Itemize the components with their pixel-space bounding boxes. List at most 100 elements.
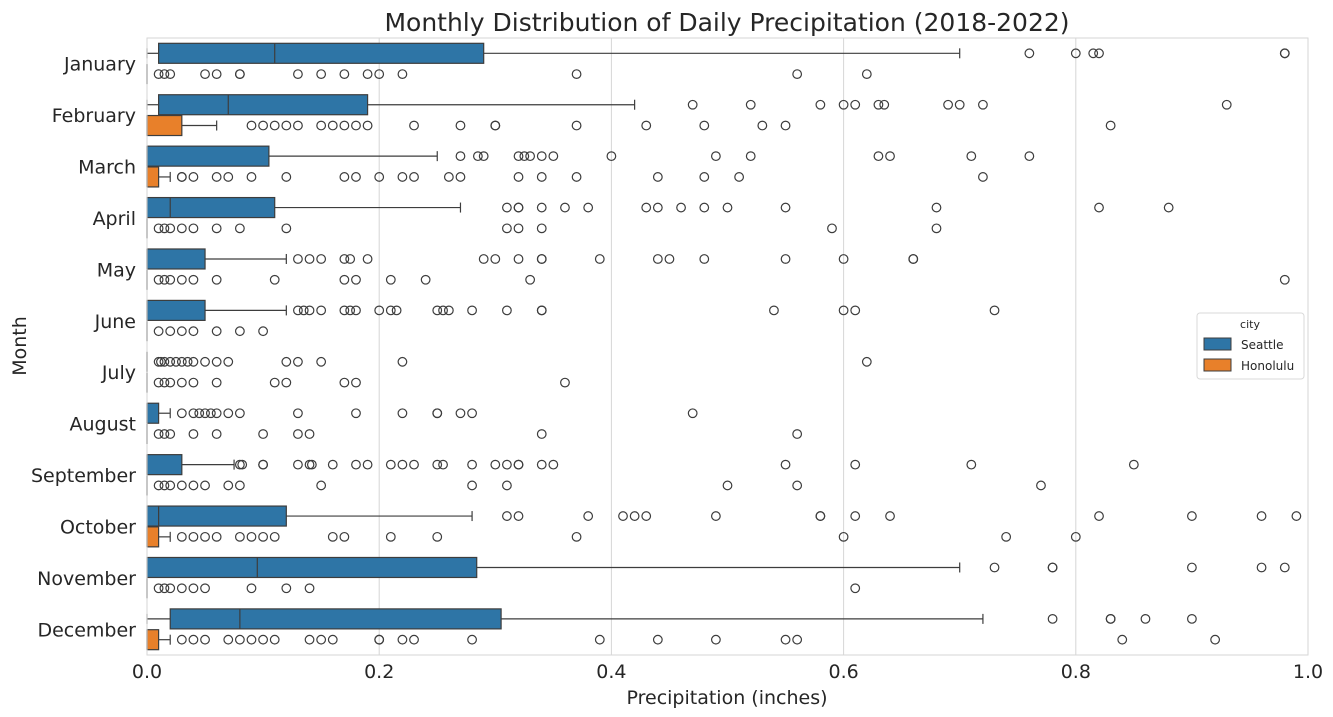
outlier-seattle-august-1 xyxy=(188,408,199,419)
outlier-seattle-march-12 xyxy=(885,151,895,162)
outlier-honolulu-december-10 xyxy=(327,634,338,645)
outlier-seattle-february-5 xyxy=(873,99,884,110)
outlier-honolulu-april-1 xyxy=(159,223,170,234)
outlier-honolulu-november-6 xyxy=(246,583,257,594)
outlier-honolulu-september-10 xyxy=(502,480,512,491)
outlier-honolulu-may-10 xyxy=(420,274,431,285)
outlier-honolulu-may-8 xyxy=(351,274,361,285)
outlier-seattle-october-10 xyxy=(885,511,895,521)
outlier-honolulu-july-0 xyxy=(153,377,164,388)
outlier-seattle-may-10 xyxy=(536,254,547,264)
outlier-honolulu-march-19 xyxy=(734,172,745,182)
outlier-honolulu-october-14 xyxy=(1001,531,1012,542)
outlier-honolulu-february-9 xyxy=(362,120,373,131)
outlier-seattle-june-6 xyxy=(351,305,361,316)
iqr-box xyxy=(158,42,485,64)
outlier-seattle-october-4 xyxy=(629,511,640,521)
outlier-honolulu-september-12 xyxy=(792,480,803,491)
outlier-honolulu-october-5 xyxy=(246,531,257,542)
outlier-honolulu-august-9 xyxy=(792,429,803,439)
outlier-seattle-march-10 xyxy=(745,151,756,162)
outlier-honolulu-march-15 xyxy=(536,172,547,182)
outlier-honolulu-february-11 xyxy=(455,120,466,131)
outlier-seattle-january-1 xyxy=(1070,48,1081,59)
outlier-seattle-december-2 xyxy=(1105,613,1116,624)
outlier-seattle-february-0 xyxy=(687,99,698,110)
outlier-seattle-may-18 xyxy=(908,254,919,264)
outlier-seattle-march-8 xyxy=(606,151,617,162)
outlier-seattle-september-24 xyxy=(966,459,977,470)
outlier-seattle-november-4 xyxy=(1256,562,1267,573)
outlier-honolulu-october-10 xyxy=(385,531,396,542)
outlier-honolulu-august-0 xyxy=(153,429,164,439)
x-tick-label-3: 0.6 xyxy=(828,661,858,683)
outlier-honolulu-december-15 xyxy=(467,634,477,645)
outlier-seattle-march-1 xyxy=(472,151,483,162)
outlier-seattle-april-2 xyxy=(513,202,524,213)
outlier-seattle-february-1 xyxy=(745,99,756,110)
outlier-honolulu-august-4 xyxy=(211,429,222,439)
outlier-seattle-october-12 xyxy=(1186,511,1197,521)
outlier-honolulu-january-0 xyxy=(153,69,164,80)
outlier-honolulu-february-10 xyxy=(409,120,419,131)
outlier-seattle-september-21 xyxy=(548,459,559,470)
outlier-seattle-november-2 xyxy=(1047,562,1058,573)
outlier-honolulu-december-18 xyxy=(710,634,721,645)
iqr-box xyxy=(146,196,276,219)
outlier-honolulu-march-11 xyxy=(409,172,419,182)
outlier-honolulu-february-19 xyxy=(1105,120,1116,131)
y-tick-label-may: May xyxy=(97,259,136,281)
outlier-seattle-september-14 xyxy=(438,459,448,470)
outlier-seattle-august-3 xyxy=(200,408,210,419)
outlier-honolulu-february-4 xyxy=(293,120,303,131)
y-tick-label-july: July xyxy=(101,362,136,384)
outlier-seattle-october-11 xyxy=(1094,511,1104,521)
outlier-seattle-december-0 xyxy=(1047,613,1058,624)
outlier-seattle-october-5 xyxy=(641,511,652,521)
outlier-honolulu-october-3 xyxy=(211,531,222,542)
outlier-honolulu-july-10 xyxy=(560,377,570,388)
outlier-honolulu-february-2 xyxy=(269,120,280,131)
outlier-honolulu-may-5 xyxy=(211,274,222,285)
y-tick-label-december: December xyxy=(37,619,136,641)
outlier-honolulu-may-1 xyxy=(159,274,170,285)
outlier-seattle-february-6 xyxy=(879,99,890,110)
outlier-seattle-september-10 xyxy=(385,459,396,470)
outlier-honolulu-march-17 xyxy=(652,172,663,182)
outlier-seattle-july-14 xyxy=(397,356,408,367)
outlier-seattle-september-8 xyxy=(351,459,361,470)
outlier-seattle-april-4 xyxy=(560,202,570,213)
outlier-honolulu-june-2 xyxy=(176,326,187,337)
outlier-honolulu-march-1 xyxy=(176,172,187,182)
outlier-seattle-june-5 xyxy=(345,305,356,316)
outlier-honolulu-february-14 xyxy=(571,120,582,131)
outlier-honolulu-march-13 xyxy=(455,172,466,182)
outlier-honolulu-november-7 xyxy=(281,583,292,594)
outlier-seattle-february-7 xyxy=(943,99,953,110)
outlier-honolulu-april-6 xyxy=(234,223,245,234)
y-tick-label-april: April xyxy=(93,208,136,230)
outlier-seattle-july-11 xyxy=(281,356,292,367)
outlier-seattle-april-11 xyxy=(780,202,791,213)
outlier-seattle-june-11 xyxy=(438,305,448,316)
outlier-honolulu-october-1 xyxy=(188,531,199,542)
outlier-honolulu-march-2 xyxy=(188,172,199,182)
chart-title: Monthly Distribution of Daily Precipitat… xyxy=(384,8,1069,37)
outlier-honolulu-april-0 xyxy=(153,223,164,234)
outlier-honolulu-december-13 xyxy=(397,634,408,645)
outlier-honolulu-february-17 xyxy=(757,120,768,131)
outlier-seattle-september-1 xyxy=(237,459,248,470)
outlier-honolulu-may-0 xyxy=(153,274,164,285)
x-tick-label-0: 0.0 xyxy=(132,661,162,683)
outlier-seattle-july-6 xyxy=(182,356,193,367)
box-series xyxy=(146,42,984,651)
outlier-honolulu-july-4 xyxy=(188,377,199,388)
outlier-seattle-september-3 xyxy=(258,459,269,470)
x-tick-label-1: 0.2 xyxy=(364,661,394,683)
outlier-seattle-may-11 xyxy=(594,254,605,264)
outlier-honolulu-july-5 xyxy=(211,377,222,388)
outlier-honolulu-march-12 xyxy=(443,172,454,182)
outlier-seattle-september-22 xyxy=(780,459,791,470)
